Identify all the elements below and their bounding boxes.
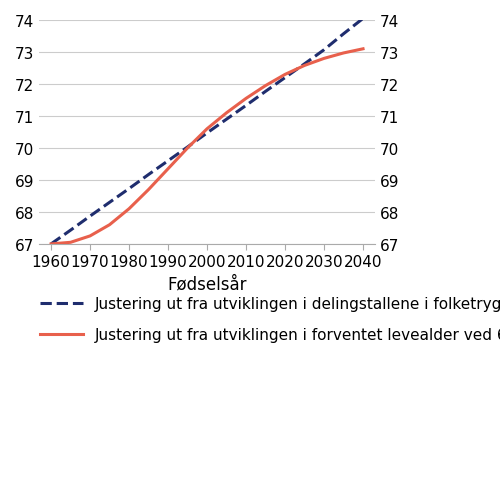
Justering ut fra utviklingen i forventet levealder ved 67 år bbox=[106, 222, 112, 228]
Justering ut fra utviklingen i delingstallene i folketrygden bbox=[360, 16, 366, 22]
Justering ut fra utviklingen i forventet levealder ved 67 år bbox=[184, 146, 190, 151]
Justering ut fra utviklingen i forventet levealder ved 67 år bbox=[262, 83, 268, 89]
Justering ut fra utviklingen i delingstallene i folketrygden bbox=[165, 158, 171, 164]
Justering ut fra utviklingen i forventet levealder ved 67 år bbox=[282, 72, 288, 78]
Justering ut fra utviklingen i delingstallene i folketrygden bbox=[126, 186, 132, 192]
Justering ut fra utviklingen i forventet levealder ved 67 år bbox=[165, 166, 171, 172]
Justering ut fra utviklingen i delingstallene i folketrygden bbox=[87, 214, 93, 220]
Justering ut fra utviklingen i forventet levealder ved 67 år bbox=[360, 47, 366, 53]
Justering ut fra utviklingen i forventet levealder ved 67 år bbox=[204, 127, 210, 133]
Justering ut fra utviklingen i delingstallene i folketrygden bbox=[340, 32, 346, 38]
Justering ut fra utviklingen i delingstallene i folketrygden bbox=[184, 145, 190, 151]
Justering ut fra utviklingen i forventet levealder ved 67 år bbox=[87, 233, 93, 239]
Justering ut fra utviklingen i forventet levealder ved 67 år bbox=[48, 242, 54, 247]
Justering ut fra utviklingen i forventet levealder ved 67 år bbox=[126, 206, 132, 212]
Justering ut fra utviklingen i delingstallene i folketrygden bbox=[243, 103, 249, 109]
Justering ut fra utviklingen i delingstallene i folketrygden bbox=[282, 76, 288, 81]
Justering ut fra utviklingen i forventet levealder ved 67 år bbox=[302, 63, 308, 69]
Justering ut fra utviklingen i delingstallene i folketrygden bbox=[146, 172, 152, 178]
Justering ut fra utviklingen i forventet levealder ved 67 år bbox=[340, 51, 346, 57]
Justering ut fra utviklingen i delingstallene i folketrygden bbox=[302, 62, 308, 68]
Justering ut fra utviklingen i forventet levealder ved 67 år bbox=[321, 56, 327, 62]
Line: Justering ut fra utviklingen i forventet levealder ved 67 år: Justering ut fra utviklingen i forventet… bbox=[51, 50, 363, 244]
Justering ut fra utviklingen i forventet levealder ved 67 år bbox=[224, 111, 230, 117]
Justering ut fra utviklingen i delingstallene i folketrygden bbox=[224, 117, 230, 123]
Justering ut fra utviklingen i delingstallene i folketrygden bbox=[321, 48, 327, 54]
Justering ut fra utviklingen i delingstallene i folketrygden bbox=[204, 131, 210, 136]
X-axis label: Fødselsår: Fødselsår bbox=[168, 275, 247, 293]
Line: Justering ut fra utviklingen i delingstallene i folketrygden: Justering ut fra utviklingen i delingsta… bbox=[51, 19, 363, 244]
Legend: Justering ut fra utviklingen i delingstallene i folketrygden, Justering ut fra u: Justering ut fra utviklingen i delingsta… bbox=[40, 297, 500, 342]
Justering ut fra utviklingen i delingstallene i folketrygden bbox=[106, 200, 112, 206]
Justering ut fra utviklingen i forventet levealder ved 67 år bbox=[243, 96, 249, 102]
Justering ut fra utviklingen i forventet levealder ved 67 år bbox=[68, 240, 73, 246]
Justering ut fra utviklingen i delingstallene i folketrygden bbox=[262, 89, 268, 95]
Justering ut fra utviklingen i delingstallene i folketrygden bbox=[48, 242, 54, 247]
Justering ut fra utviklingen i delingstallene i folketrygden bbox=[68, 228, 73, 234]
Justering ut fra utviklingen i forventet levealder ved 67 år bbox=[146, 187, 152, 193]
